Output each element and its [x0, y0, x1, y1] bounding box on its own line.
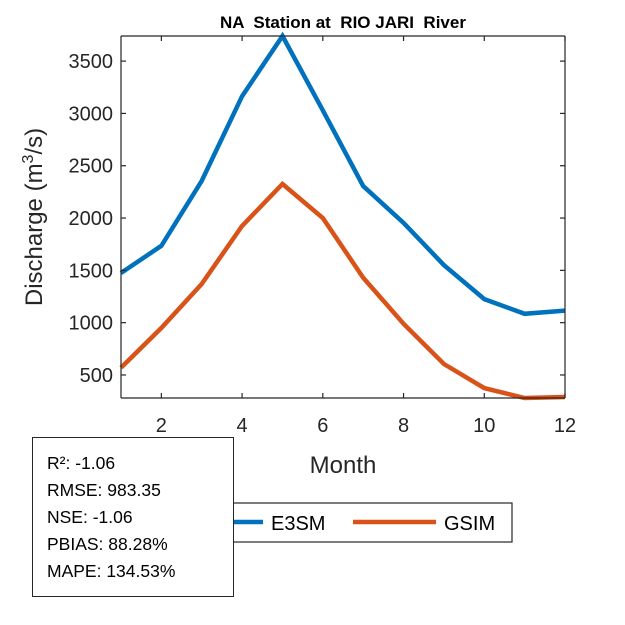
legend-label-gsim: GSIM [444, 513, 495, 535]
y-tick-label: 500 [80, 365, 113, 387]
stat-nse: NSE: -1.06 [47, 507, 133, 527]
x-tick-label: 12 [554, 415, 576, 437]
legend-label-e3sm: E3SM [271, 513, 325, 535]
chart-title: NA Station at RIO JARI River [220, 13, 466, 32]
plot-area [121, 36, 565, 398]
plot-background [121, 36, 565, 398]
x-tick-label: 2 [156, 415, 167, 437]
series-line-e3sm [119, 31, 566, 317]
y-tick-label: 3000 [69, 103, 114, 125]
stats-box: R²: -1.06 RMSE: 983.35 NSE: -1.06 PBIAS:… [32, 437, 234, 597]
y-tick-label: 1000 [69, 313, 114, 335]
y-axis-label-sup: 3 [20, 154, 37, 163]
series-layer [119, 31, 566, 401]
series-line-gsim [119, 180, 566, 401]
x-axis-label: Month [310, 452, 377, 479]
y-axis-label-tail: /s) [21, 128, 48, 155]
x-tick-label: 6 [317, 415, 328, 437]
x-tick-label: 4 [237, 415, 248, 437]
stat-r2: R²: -1.06 [47, 453, 116, 473]
stat-rmse: RMSE: 983.35 [47, 480, 161, 500]
y-axis-label: Discharge (m3/s) [20, 128, 48, 306]
legend: E3SM GSIM [211, 502, 513, 543]
x-tick-label: 10 [473, 415, 495, 437]
x-tick-label: 8 [398, 415, 409, 437]
y-tick-label: 3500 [69, 51, 114, 73]
y-tick-label: 2500 [69, 156, 114, 178]
stat-mape: MAPE: 134.53% [47, 561, 176, 581]
ticks-layer: 2 4 6 8 10 12 500 1000 1500 2000 2500 3000 3500 [69, 35, 576, 437]
y-tick-label: 2000 [69, 208, 114, 230]
y-tick-label: 1500 [69, 260, 114, 282]
stat-pbias: PBIAS: 88.28% [47, 534, 168, 554]
y-axis-label-base: Discharge (m [21, 163, 48, 306]
